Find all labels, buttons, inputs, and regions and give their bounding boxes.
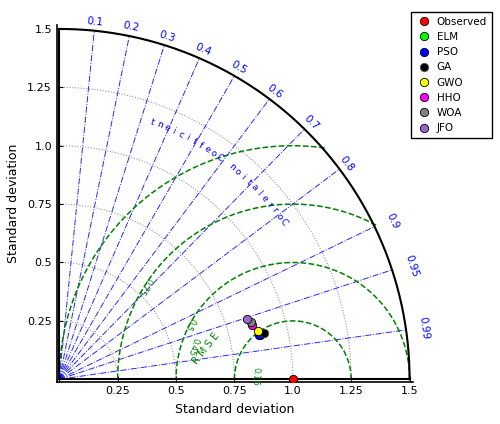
Text: t: t	[150, 117, 156, 127]
Text: f: f	[197, 141, 204, 150]
Text: 0.99: 0.99	[418, 316, 431, 340]
Y-axis label: Standard deviation: Standard deviation	[8, 144, 20, 263]
X-axis label: Standard deviation: Standard deviation	[176, 403, 294, 416]
Text: r: r	[270, 206, 278, 215]
Text: e: e	[259, 194, 270, 204]
Text: c: c	[176, 129, 185, 139]
Text: 0.7: 0.7	[302, 113, 320, 132]
Text: t: t	[244, 178, 253, 187]
Text: 0.5: 0.5	[230, 59, 248, 76]
Text: 0.6: 0.6	[266, 83, 284, 100]
Text: i: i	[239, 173, 247, 181]
Text: r: r	[264, 200, 274, 209]
Text: C: C	[278, 218, 288, 228]
Text: 0.2: 0.2	[122, 20, 141, 33]
Text: 0.95: 0.95	[403, 254, 420, 279]
Text: 0.16: 0.16	[250, 367, 260, 386]
Text: 0.4: 0.4	[194, 42, 212, 58]
Text: 0.45: 0.45	[186, 337, 200, 357]
Text: 0.75: 0.75	[136, 276, 153, 297]
Text: l: l	[255, 189, 264, 197]
Text: o: o	[208, 148, 218, 159]
Text: 0.3: 0.3	[158, 29, 176, 43]
Text: R M S E: R M S E	[191, 331, 222, 367]
Text: C: C	[214, 153, 224, 163]
Text: i: i	[184, 133, 190, 142]
Legend: Observed, ELM, PSO, GA, GWO, HHO, WOA, JFO: Observed, ELM, PSO, GA, GWO, HHO, WOA, J…	[411, 11, 492, 139]
Text: i: i	[170, 126, 177, 136]
Text: e: e	[162, 123, 171, 133]
Text: n: n	[226, 162, 236, 173]
Text: 0.1: 0.1	[86, 16, 104, 27]
Text: o: o	[232, 167, 242, 177]
Text: f: f	[190, 137, 198, 146]
Text: a: a	[249, 182, 259, 192]
Text: e: e	[202, 144, 212, 155]
Text: n: n	[156, 120, 164, 131]
Text: 0.9: 0.9	[385, 212, 401, 231]
Text: 0.8: 0.8	[338, 154, 356, 173]
Text: o: o	[274, 212, 284, 221]
Text: 0.5: 0.5	[182, 317, 197, 332]
